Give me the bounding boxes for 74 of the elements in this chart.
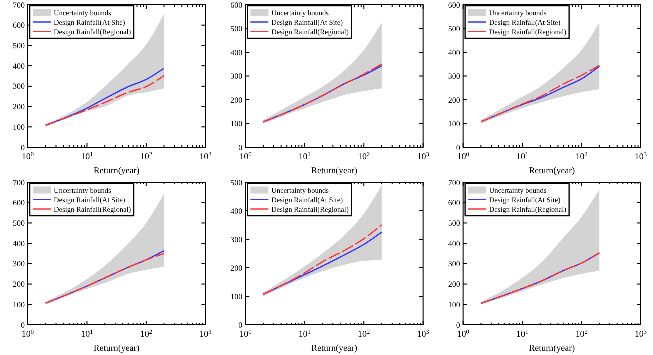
x-tick-label: 10$^{1}$ [298,328,311,339]
y-tick-label: 0 [21,320,25,330]
x-tick-label: 10$^{3}$ [417,328,430,339]
y-tick-label: 0 [238,143,243,152]
x-tick-label: 10$^{2}$ [576,151,588,162]
y-tick-label: 700 [448,178,460,188]
x-tick-label: 10$^{2}$ [358,328,370,339]
x-tick-label: 10$^{0}$ [22,151,34,162]
x-tick-label: 10$^{2}$ [358,151,370,162]
y-tick-label: 100 [448,300,460,310]
x-tick-label: 10$^{1}$ [81,328,94,339]
x-tick-label: 10$^{2}$ [140,328,153,339]
y-tick-label: 0 [456,320,460,330]
y-tick-label: 600 [448,0,460,10]
y-tick-label: 500 [230,178,243,188]
x-axis-title: Return(year) [94,166,140,176]
y-tick-label: 400 [448,48,460,58]
x-tick-label: 10$^{1}$ [516,328,529,339]
y-tick-label: 0 [456,143,460,152]
x-tick-label: 10$^{1}$ [81,151,94,162]
x-axis-title: Return(year) [94,343,140,353]
y-tick-label: 100 [230,120,243,129]
y-tick-label: 200 [230,96,243,105]
y-tick-label: 500 [448,24,460,34]
x-axis-title: Return(year) [529,343,576,353]
y-tick-label: 200 [13,280,25,290]
x-tick-label: 10$^{3}$ [200,151,212,162]
y-tick-label: 600 [13,21,25,30]
y-tick-label: 300 [448,260,460,269]
y-tick-label: 300 [13,82,25,92]
y-tick-label: 700 [13,0,25,10]
y-tick-label: 300 [230,72,243,82]
x-tick-label: 10$^{0}$ [240,328,252,339]
x-tick-label: 10$^{3}$ [634,151,648,162]
y-tick-label: 100 [13,122,25,132]
x-tick-label: 10$^{3}$ [417,151,430,162]
y-tick-label: 200 [13,102,25,112]
y-tick-label: 600 [13,198,25,208]
y-tick-label: 600 [230,0,243,10]
y-tick-label: 300 [448,72,460,82]
y-tick-label: 400 [230,206,243,216]
x-tick-label: 10$^{1}$ [516,151,529,162]
x-tick-label: 10$^{0}$ [240,151,252,162]
x-tick-label: 10$^{3}$ [634,328,648,339]
y-tick-label: 500 [13,219,25,228]
y-tick-label: 100 [13,300,25,310]
x-tick-label: 10$^{0}$ [457,151,470,162]
x-axis-title: Return(year) [312,166,358,176]
x-tick-label: 10$^{2}$ [140,151,153,162]
y-tick-label: 0 [238,320,243,330]
x-tick-label: 10$^{3}$ [200,328,212,339]
x-axis-title: Return(year) [312,343,358,353]
y-tick-label: 200 [230,264,243,273]
y-tick-label: 200 [448,280,460,290]
y-tick-label: 400 [13,239,25,248]
y-tick-label: 500 [13,42,25,51]
y-tick-label: 500 [448,219,460,228]
y-tick-label: 100 [448,120,460,129]
y-tick-label: 700 [13,178,25,188]
x-tick-label: 10$^{0}$ [22,328,34,339]
y-tick-label: 300 [230,235,243,244]
x-axis-title: Return(year) [529,166,576,176]
y-tick-label: 600 [448,198,460,208]
y-tick-label: 100 [230,292,243,302]
x-tick-label: 10$^{1}$ [298,151,311,162]
x-tick-label: 10$^{0}$ [457,328,470,339]
y-tick-label: 500 [230,24,243,34]
x-tick-label: 10$^{2}$ [576,328,588,339]
y-tick-label: 300 [13,260,25,269]
y-tick-label: 400 [230,48,243,58]
y-tick-label: 400 [448,239,460,248]
y-tick-label: 0 [21,143,25,152]
y-tick-label: 400 [13,62,25,71]
y-tick-label: 200 [448,96,460,105]
